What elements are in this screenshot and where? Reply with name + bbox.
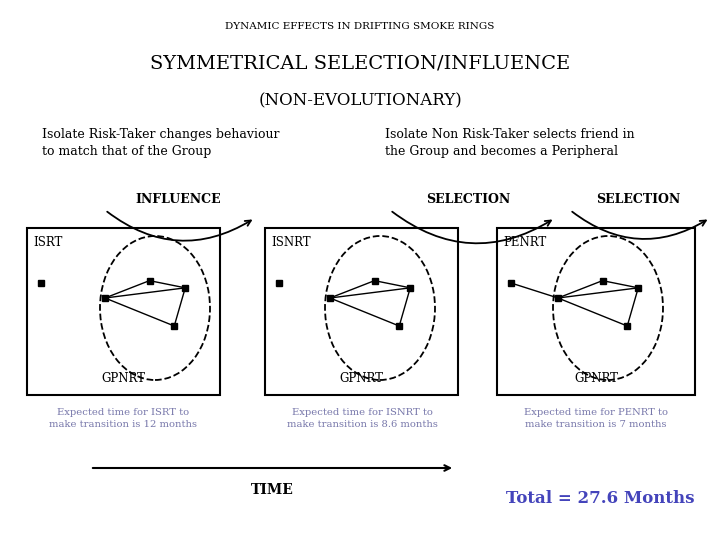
Text: GPNRT: GPNRT bbox=[102, 372, 145, 385]
Bar bbox=[265, 228, 458, 395]
Text: Total = 27.6 Months: Total = 27.6 Months bbox=[505, 490, 694, 507]
Text: INFLUENCE: INFLUENCE bbox=[135, 193, 221, 206]
Text: Expected time for ISNRT to
make transition is 8.6 months: Expected time for ISNRT to make transiti… bbox=[287, 408, 438, 429]
Text: Expected time for PENRT to
make transition is 7 months: Expected time for PENRT to make transiti… bbox=[524, 408, 668, 429]
Text: Isolate Non Risk-Taker selects friend in
the Group and becomes a Peripheral: Isolate Non Risk-Taker selects friend in… bbox=[385, 128, 634, 158]
Text: SELECTION: SELECTION bbox=[426, 193, 510, 206]
Bar bbox=[27, 228, 220, 395]
Text: Isolate Risk-Taker changes behaviour
to match that of the Group: Isolate Risk-Taker changes behaviour to … bbox=[42, 128, 279, 158]
Text: PENRT: PENRT bbox=[503, 236, 546, 249]
Text: Expected time for ISRT to
make transition is 12 months: Expected time for ISRT to make transitio… bbox=[49, 408, 197, 429]
Bar bbox=[497, 228, 695, 395]
Text: SELECTION: SELECTION bbox=[596, 193, 680, 206]
Text: ISNRT: ISNRT bbox=[271, 236, 310, 249]
Text: DYNAMIC EFFECTS IN DRIFTING SMOKE RINGS: DYNAMIC EFFECTS IN DRIFTING SMOKE RINGS bbox=[225, 22, 495, 31]
Text: GPNRT: GPNRT bbox=[574, 372, 618, 385]
Text: ISRT: ISRT bbox=[33, 236, 63, 249]
Text: SYMMETRICAL SELECTION/INFLUENCE: SYMMETRICAL SELECTION/INFLUENCE bbox=[150, 55, 570, 73]
Text: (NON-EVOLUTIONARY): (NON-EVOLUTIONARY) bbox=[258, 92, 462, 109]
Text: GPNRT: GPNRT bbox=[340, 372, 384, 385]
Text: TIME: TIME bbox=[251, 483, 294, 497]
